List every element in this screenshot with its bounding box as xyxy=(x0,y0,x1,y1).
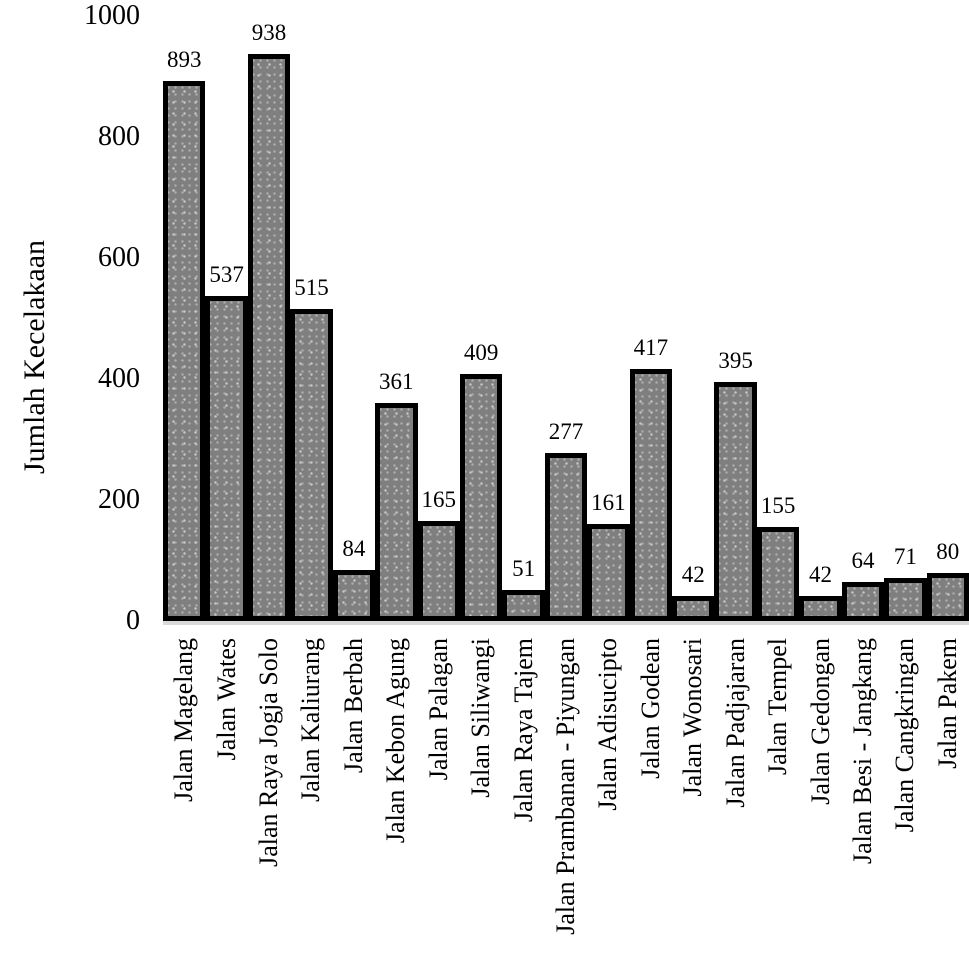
x-axis-category-label: Jalan Raya Jogja Solo xyxy=(254,638,284,867)
bar-value-label: 893 xyxy=(166,46,202,72)
y-axis-title: Jumlah Kecelakaan xyxy=(18,239,51,475)
bar-value-label: 42 xyxy=(809,561,833,587)
bar-value-label: 938 xyxy=(251,19,287,45)
bar-value-label: 80 xyxy=(936,538,960,564)
bar-value-label: 361 xyxy=(379,368,414,394)
bar-value-label: 515 xyxy=(294,275,329,301)
bar-value-label: 161 xyxy=(591,489,626,515)
x-axis-category-label: Jalan Wates xyxy=(211,638,241,761)
x-axis-line xyxy=(163,616,969,621)
bar-value-label: 64 xyxy=(851,548,875,574)
x-axis-category-label: Jalan Siliwangi xyxy=(466,638,496,798)
y-axis-tick-label: 600 xyxy=(98,242,140,273)
bar-value-label: 409 xyxy=(463,339,499,365)
x-axis-category-label: Jalan Raya Tajem xyxy=(508,638,538,822)
bar xyxy=(332,570,376,621)
bar-value-label: 277 xyxy=(548,419,584,445)
y-axis-tick-label: 0 xyxy=(126,605,140,636)
bar xyxy=(290,309,333,621)
bar xyxy=(375,402,418,621)
bar xyxy=(205,296,248,621)
x-axis-category-label: Jalan Gedongan xyxy=(805,638,835,805)
x-axis-category-label: Jalan Prambanan - Piyungan xyxy=(551,638,580,935)
x-axis-category-label: Jalan Palagan xyxy=(423,638,453,781)
y-axis-tick-label: 1000 xyxy=(84,0,140,31)
bar-value-label: 165 xyxy=(421,487,456,513)
bar xyxy=(417,521,460,621)
bar xyxy=(714,382,757,621)
bar xyxy=(884,578,927,621)
bar xyxy=(756,527,800,621)
y-axis-tick-label: 200 xyxy=(98,484,140,515)
bar xyxy=(247,53,291,621)
bar xyxy=(629,368,673,621)
bar xyxy=(459,373,503,621)
plot-area xyxy=(163,16,969,621)
x-axis-category-label: Jalan Kaliurang xyxy=(296,638,326,802)
bar-value-label: 71 xyxy=(893,544,917,570)
bar-value-label: 84 xyxy=(342,536,366,562)
x-axis-category-label: Jalan Kebon Agung xyxy=(381,638,411,844)
bar-value-label: 42 xyxy=(681,561,705,587)
x-axis-category-label: Jalan Berbah xyxy=(338,638,368,774)
x-axis-category-label: Jalan Padjajaran xyxy=(720,638,750,808)
x-axis-category-label: Jalan Godean xyxy=(635,638,665,779)
x-axis-category-label: Jalan Besi - Jangkang xyxy=(847,638,877,865)
bar xyxy=(926,572,969,621)
x-axis-category-label: Jalan Tempel xyxy=(763,638,793,776)
y-axis-tick-label: 800 xyxy=(98,121,140,152)
x-axis-category-label: Jalan Magelang xyxy=(169,638,199,802)
y-axis-tick-label: 400 xyxy=(98,363,140,394)
bar-value-label: 417 xyxy=(633,334,669,360)
x-axis-category-label: Jalan Adisucipto xyxy=(593,638,623,811)
bar-value-label: 395 xyxy=(718,348,753,374)
x-axis-category-label: Jalan Cangkringan xyxy=(890,638,920,833)
bar xyxy=(544,453,588,621)
bar-value-label: 51 xyxy=(512,556,536,582)
bar xyxy=(163,80,206,621)
bar-value-label: 537 xyxy=(209,262,244,288)
x-axis-category-label: Jalan Wonosari xyxy=(678,638,708,797)
bar-value-label: 155 xyxy=(760,493,796,519)
x-axis-category-label: Jalan Pakem xyxy=(932,638,962,769)
bar xyxy=(587,523,630,621)
x-axis-line-shadow xyxy=(163,621,969,625)
